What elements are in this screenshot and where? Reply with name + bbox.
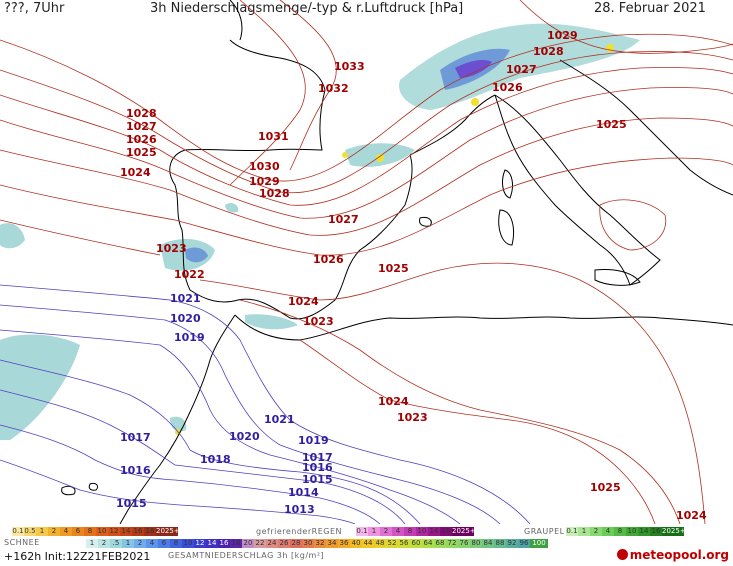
isobar-label: 1023 <box>156 242 187 255</box>
isobar-label: 1025 <box>590 481 621 494</box>
isobars-low <box>0 284 531 524</box>
model-run-info: +162h Init:12Z21FEB2021 <box>4 550 151 563</box>
coast-adriatic <box>559 59 733 196</box>
isobar-label: 1027 <box>328 213 359 226</box>
isobar-label: 1027 <box>126 120 157 133</box>
freezing-rain-label: gefrierenderREGEN <box>256 527 342 536</box>
coast-italy <box>494 94 661 286</box>
isobar-label: 1015 <box>116 497 147 510</box>
coast-sardinia <box>498 209 514 246</box>
isobar-label: 1025 <box>378 262 409 275</box>
freezing-rain-scale: 0.1 1 2 4 8 10 14 16 2025+ <box>356 527 474 536</box>
isobar-label: 1029 <box>249 175 280 188</box>
precip-biscay <box>225 202 239 213</box>
isobar-label: 1031 <box>258 130 289 143</box>
coast-france-south <box>409 94 496 156</box>
isobar-label: 1028 <box>259 187 290 200</box>
precip-gibraltar <box>245 314 298 330</box>
map-title: 3h Niederschlagsmenge/-typ & r.Luftdruck… <box>150 1 464 16</box>
isobar-label: 1030 <box>249 160 280 173</box>
snow-label: SCHNEE <box>4 538 40 547</box>
precip-portugal-core <box>185 247 208 263</box>
precip-alps-heavy <box>455 60 492 78</box>
isobar-label: 1020 <box>170 312 201 325</box>
isobar-label: 1025 <box>126 146 157 159</box>
isobar-label: 1016 <box>120 464 151 477</box>
coast-morocco-atl <box>119 314 236 524</box>
isobar-label: 1026 <box>126 133 157 146</box>
precip-atlantic-west <box>0 334 80 440</box>
isobar-label: 1024 <box>288 295 319 308</box>
precipitation-areas <box>0 23 640 440</box>
isobar-label: 1027 <box>506 63 537 76</box>
isobar-label: 1026 <box>492 81 523 94</box>
graupel-scale: 0.1 1 2 4 8 10 14 16 2025+ <box>566 527 684 536</box>
isobar-label: 1024 <box>676 509 707 522</box>
meteopool-logo[interactable]: meteopool.org <box>616 548 729 562</box>
coast-corsica <box>502 169 513 199</box>
isobar-label: 1019 <box>298 434 329 447</box>
isobar-label: 1016 <box>302 461 333 474</box>
isobar-label: 1018 <box>200 453 231 466</box>
isobar-label: 1014 <box>288 486 319 499</box>
isobars-high <box>0 0 733 524</box>
forecast-time: ???, 7Uhr <box>4 1 65 16</box>
isobar-label: 1033 <box>334 60 365 73</box>
isobar-label: 1029 <box>547 29 578 42</box>
coastlines <box>61 0 733 524</box>
coast-canary-1 <box>61 485 76 496</box>
isobar-label: 1028 <box>533 45 564 58</box>
isobar-label: 1021 <box>170 292 201 305</box>
graupel-label: GRAUPEL <box>524 527 565 536</box>
map-header: ???, 7Uhr 3h Niederschlagsmenge/-typ & r… <box>0 0 733 18</box>
isobar-label: 1025 <box>596 118 627 131</box>
snow-mark-1 <box>376 154 384 162</box>
isobar-label: 1028 <box>126 107 157 120</box>
precipitation-legend: 0.1 0.5 1 2 4 6 8 10 12 14 16 18 2025+ S… <box>0 524 733 566</box>
forecast-date: 28. Februar 2021 <box>594 1 706 16</box>
logo-text: meteopool.org <box>629 548 729 562</box>
isobar-label: 1020 <box>229 430 260 443</box>
isobar-label: 1023 <box>303 315 334 328</box>
snow-scale: 0.1 0.5 1 2 4 6 8 10 12 14 16 18 2025+ <box>12 527 178 536</box>
isobar-label: 1013 <box>284 503 315 516</box>
snow-mark-3 <box>471 98 479 106</box>
coast-france-spain <box>169 39 413 320</box>
coast-canary-2 <box>88 483 99 491</box>
coast-balearic <box>419 217 432 227</box>
isobar-label: 1024 <box>378 395 409 408</box>
total-precip-scale: 1 2 .5 1 2 4 6 8 10 12 14 16 18 20 22 24… <box>86 539 548 548</box>
isobar-label: 1019 <box>174 331 205 344</box>
isobar-label: 1024 <box>120 166 151 179</box>
isobar-labels: 1033 1032 1031 1030 1029 1028 1028 1027 … <box>116 29 707 522</box>
coast-sicily <box>594 269 641 286</box>
isobar-label: 1023 <box>397 411 428 424</box>
weather-map: 1033 1032 1031 1030 1029 1028 1028 1027 … <box>0 0 733 524</box>
isobar-label: 1017 <box>302 451 333 464</box>
isobar-label: 1017 <box>120 431 151 444</box>
isobar-label: 1022 <box>174 268 205 281</box>
precip-alps <box>399 23 640 111</box>
snow-mark-2 <box>342 152 348 158</box>
isobar-label: 1021 <box>264 413 295 426</box>
isobar-label: 1032 <box>318 82 349 95</box>
isobar-label: 1015 <box>302 473 333 486</box>
coast-uk <box>229 0 243 41</box>
isobar-label: 1026 <box>313 253 344 266</box>
logo-icon <box>616 549 628 560</box>
precip-atlantic-nw <box>0 223 25 249</box>
total-precip-label: GESAMTNIEDERSCHLAG 3h [kg/m²] <box>168 551 325 560</box>
